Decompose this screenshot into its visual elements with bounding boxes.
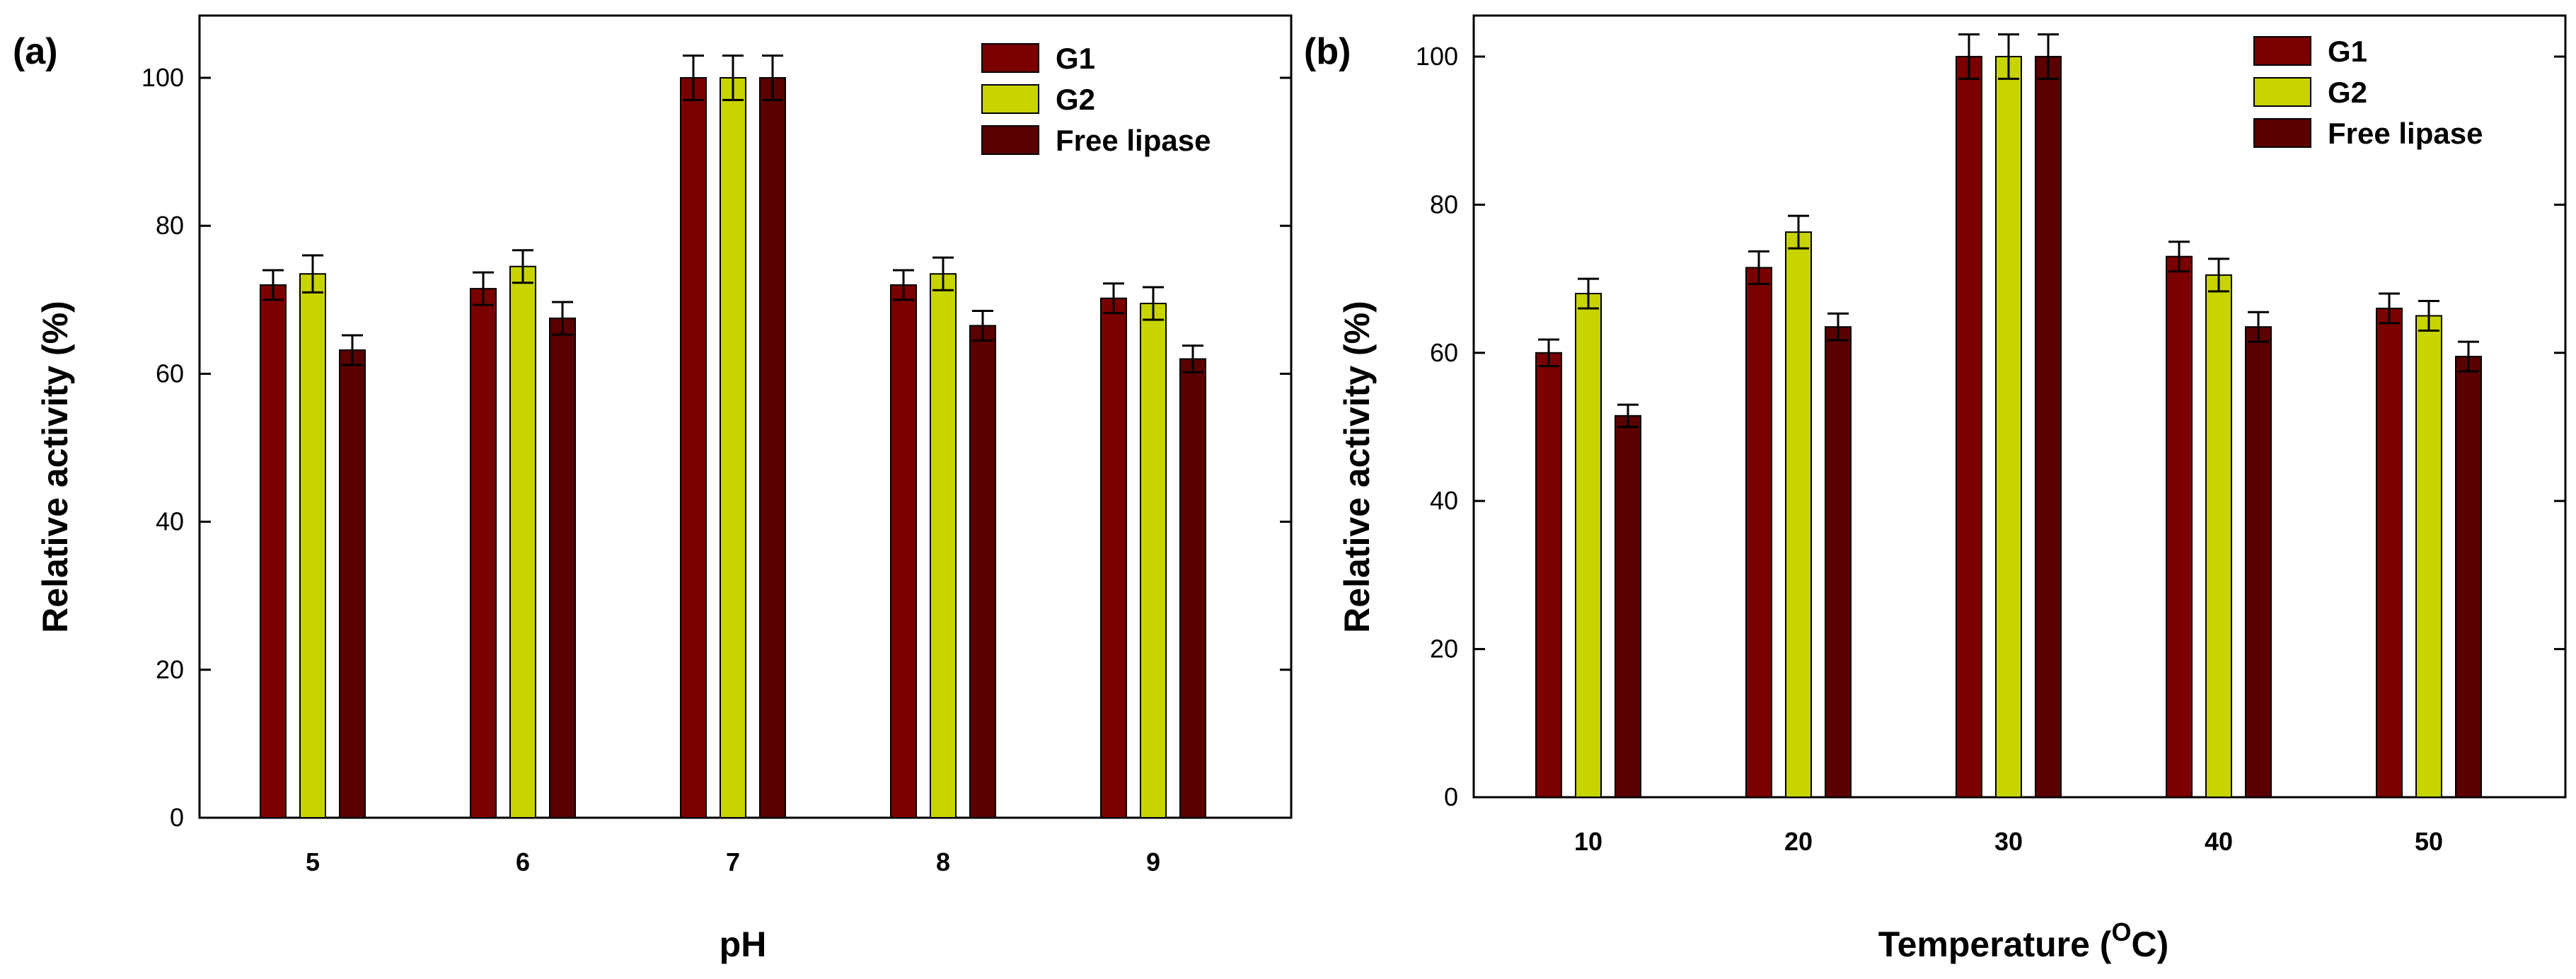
bar-b-g2-10 xyxy=(1575,293,1602,799)
bar-a-g1-8 xyxy=(890,284,917,818)
legend-swatch-b-g2 xyxy=(2253,77,2311,107)
legend-label-a-free-lipase: Free lipase xyxy=(1056,124,1211,157)
y-tick-label-b: 20 xyxy=(1430,635,1458,664)
bar-a-free-lipase-5 xyxy=(339,349,366,819)
bar-b-free-lipase-20 xyxy=(1825,326,1852,798)
bar-b-g2-50 xyxy=(2415,315,2442,798)
y-tick-label-b: 60 xyxy=(1430,338,1458,367)
bar-a-g2-8 xyxy=(930,273,957,818)
bar-a-free-lipase-9 xyxy=(1179,358,1206,819)
x-tick-label-b: 30 xyxy=(1994,827,2023,856)
bar-b-free-lipase-10 xyxy=(1615,415,1641,798)
x-tick-label-b: 40 xyxy=(2205,827,2233,856)
y-axis-title-a: Relative activity (%) xyxy=(35,301,75,633)
y-tick-label-a: 20 xyxy=(156,655,184,684)
x-axis-title-b-unit: C) xyxy=(2131,925,2168,964)
bar-b-g2-30 xyxy=(1995,56,2022,798)
legend-swatch-b-free-lipase xyxy=(2253,118,2311,148)
bar-a-g1-7 xyxy=(680,77,707,818)
y-tick-label-a: 80 xyxy=(156,211,184,240)
bar-a-g2-6 xyxy=(509,265,536,819)
legend-label-a-g1: G1 xyxy=(1056,42,1095,75)
x-tick-label-a: 7 xyxy=(726,847,740,876)
y-tick-label-a: 100 xyxy=(141,63,184,92)
bar-a-g1-9 xyxy=(1100,297,1127,818)
x-tick-label-b: 50 xyxy=(2415,827,2443,856)
bar-a-g2-9 xyxy=(1140,303,1167,818)
x-tick-label-a: 5 xyxy=(306,847,320,876)
x-axis-title-b: Temperature (OC) xyxy=(1878,917,2169,964)
bar-b-g1-30 xyxy=(1956,56,1982,798)
bar-a-free-lipase-8 xyxy=(969,325,996,819)
chart-panel-b: (b) Relative activity (%) Temperature (O… xyxy=(1304,14,2567,964)
legend-label-a-g2: G2 xyxy=(1056,83,1095,116)
legend-label-b-free-lipase: Free lipase xyxy=(2328,117,2483,150)
bar-b-g2-20 xyxy=(1785,231,1812,799)
y-tick-label-b: 100 xyxy=(1416,42,1458,71)
legend-label-b-g1: G1 xyxy=(2328,35,2367,68)
y-tick-label-a: 0 xyxy=(170,803,184,832)
x-tick-label-b: 10 xyxy=(1574,827,1602,856)
x-axis-title-b-degree: O xyxy=(2111,917,2131,946)
bar-b-free-lipase-30 xyxy=(2035,56,2062,798)
y-tick-label-b: 0 xyxy=(1444,782,1458,811)
bar-a-g1-5 xyxy=(260,284,287,818)
x-tick-label-a: 9 xyxy=(1146,847,1160,876)
legend-swatch-b-g1 xyxy=(2253,36,2311,66)
x-tick-label-a: 6 xyxy=(516,847,530,876)
bar-a-free-lipase-7 xyxy=(759,77,786,818)
legend-swatch-a-free-lipase xyxy=(981,125,1039,155)
bar-b-free-lipase-40 xyxy=(2245,326,2272,798)
x-tick-label-b: 20 xyxy=(1784,827,1813,856)
x-axis-title-b-main: Temperature ( xyxy=(1878,925,2112,964)
y-tick-label-a: 60 xyxy=(156,359,184,388)
chart-panel-a: (a) Relative activity (%) pH 0 20 40 60 80 10… xyxy=(13,14,1293,964)
legend-label-b-g2: G2 xyxy=(2328,76,2367,109)
bar-a-free-lipase-6 xyxy=(549,317,576,818)
panel-label-a: (a) xyxy=(13,31,58,72)
panel-label-b: (b) xyxy=(1304,31,1351,72)
bar-b-g1-10 xyxy=(1535,352,1562,798)
bar-b-g1-20 xyxy=(1745,267,1772,798)
x-tick-label-a: 8 xyxy=(936,847,950,876)
bar-b-free-lipase-50 xyxy=(2455,356,2482,799)
y-tick-label-a: 40 xyxy=(156,507,184,536)
x-axis-title-a: pH xyxy=(720,925,767,964)
y-tick-label-b: 80 xyxy=(1430,190,1458,219)
bar-b-g1-40 xyxy=(2166,255,2193,798)
bar-b-g2-40 xyxy=(2205,274,2232,798)
bar-a-g2-5 xyxy=(299,273,326,818)
bar-b-g1-50 xyxy=(2376,307,2403,799)
y-tick-label-b: 40 xyxy=(1430,486,1458,515)
bar-a-g1-6 xyxy=(470,288,497,818)
bar-a-g2-7 xyxy=(720,77,746,818)
legend-swatch-a-g2 xyxy=(981,84,1039,114)
legend-swatch-a-g1 xyxy=(981,43,1039,73)
y-axis-title-b: Relative activity (%) xyxy=(1337,301,1377,633)
